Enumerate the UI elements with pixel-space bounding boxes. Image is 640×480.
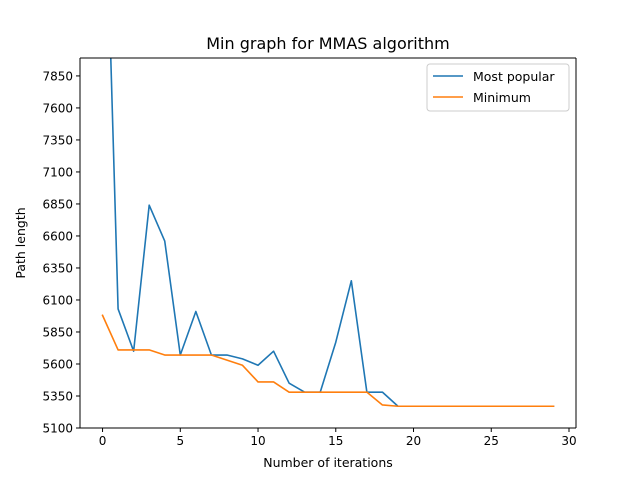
data-point-minimum [304, 391, 306, 393]
data-point-minimum [459, 405, 461, 407]
x-tick-label: 20 [406, 434, 421, 448]
y-axis-label: Path length [13, 207, 28, 278]
x-tick-label: 10 [250, 434, 265, 448]
legend-label-minimum: Minimum [473, 90, 531, 105]
data-point-minimum [257, 381, 259, 383]
data-point-minimum [117, 349, 119, 351]
data-point-minimum [444, 405, 446, 407]
y-tick-label: 5100 [42, 422, 73, 436]
y-tick-label: 6600 [42, 229, 73, 243]
data-point-most-popular [226, 354, 228, 356]
data-point-most-popular [288, 382, 290, 384]
data-point-minimum [366, 391, 368, 393]
x-axis-label: Number of iterations [263, 455, 393, 470]
data-point-minimum [102, 314, 104, 316]
y-tick-label: 6100 [42, 293, 73, 307]
data-point-minimum [521, 405, 523, 407]
x-tick-label: 15 [328, 434, 343, 448]
y-tick-label: 7850 [42, 69, 73, 83]
data-point-minimum [288, 391, 290, 393]
legend-label-most-popular: Most popular [473, 69, 555, 84]
data-point-minimum [133, 349, 135, 351]
data-point-most-popular [273, 350, 275, 352]
x-tick-label: 25 [484, 434, 499, 448]
y-tick-label: 5850 [42, 325, 73, 339]
x-tick-label: 30 [561, 434, 576, 448]
data-point-most-popular [242, 358, 244, 360]
y-tick-label: 6850 [42, 197, 73, 211]
series-layer [101, 58, 555, 408]
data-point-minimum [242, 364, 244, 366]
data-point-most-popular [335, 341, 337, 343]
data-point-minimum [210, 354, 212, 356]
y-tick-label: 7350 [42, 133, 73, 147]
axes-layer [79, 57, 577, 429]
data-point-minimum [335, 391, 337, 393]
data-point-minimum [273, 381, 275, 383]
data-point-minimum [413, 405, 415, 407]
data-point-minimum [350, 391, 352, 393]
data-point-most-popular [195, 311, 197, 313]
ticks-layer: 0 5 10 15 20 25 30 5100 5350 5600 5850 6100 6350 6600… [42, 69, 576, 448]
y-tick-label: 5600 [42, 357, 73, 371]
data-point-minimum [553, 405, 555, 407]
data-point-most-popular [257, 364, 259, 366]
data-point-most-popular [148, 204, 150, 206]
data-point-minimum [397, 405, 399, 407]
chart-title: Min graph for MMAS algorithm [206, 34, 450, 53]
data-point-most-popular [164, 240, 166, 242]
data-point-minimum [382, 404, 384, 406]
data-point-minimum [148, 349, 150, 351]
series-line-minimum [101, 314, 555, 408]
legend: Most popular Minimum [426, 63, 570, 112]
data-point-minimum [195, 354, 197, 356]
data-point-minimum [537, 405, 539, 407]
data-point-most-popular [117, 308, 119, 310]
data-point-minimum [490, 405, 492, 407]
data-point-minimum [179, 354, 181, 356]
data-point-most-popular [382, 391, 384, 393]
data-point-minimum [475, 405, 477, 407]
x-tick-label: 5 [176, 434, 184, 448]
plot-area [80, 58, 576, 428]
y-tick-label: 7100 [42, 165, 73, 179]
data-point-most-popular [350, 280, 352, 282]
data-point-minimum [428, 405, 430, 407]
y-tick-label: 7600 [42, 101, 73, 115]
y-tick-label: 5350 [42, 389, 73, 403]
x-tick-label: 0 [99, 434, 107, 448]
data-point-minimum [164, 354, 166, 356]
data-point-minimum [319, 391, 321, 393]
data-point-minimum [506, 405, 508, 407]
data-point-minimum [226, 359, 228, 361]
y-tick-label: 6350 [42, 261, 73, 275]
